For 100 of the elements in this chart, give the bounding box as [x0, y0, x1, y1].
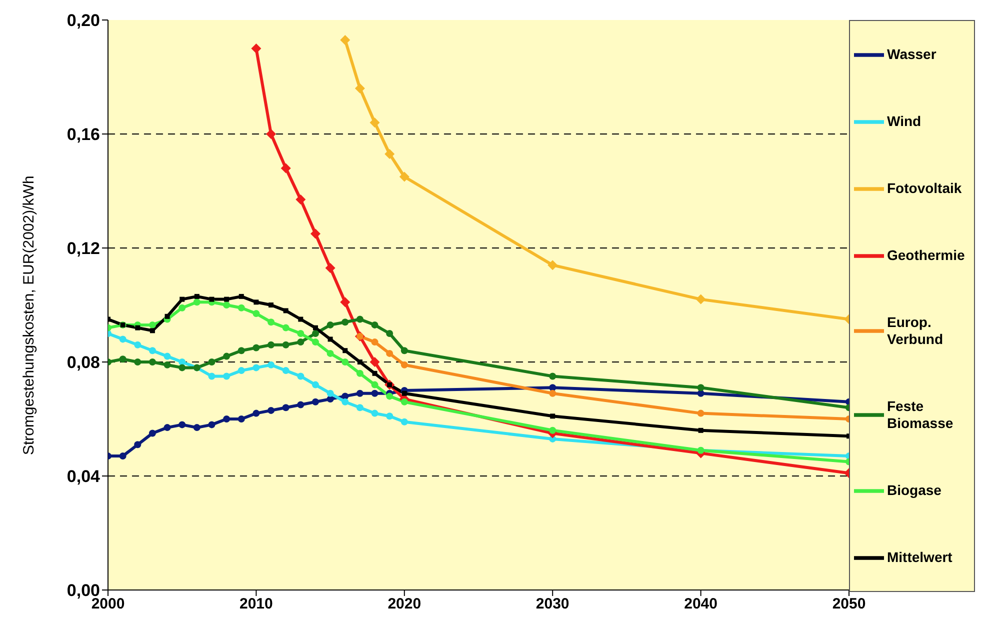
point: [296, 194, 306, 205]
point: [282, 367, 290, 374]
point: [251, 44, 262, 54]
point: [548, 260, 558, 270]
point: [238, 416, 245, 422]
legend-label: Fotovoltaik: [887, 180, 962, 197]
point: [193, 298, 200, 306]
point: [550, 414, 556, 419]
point: [340, 34, 350, 45]
point: [193, 424, 200, 432]
point: [326, 321, 334, 328]
point: [326, 396, 334, 403]
point: [312, 338, 319, 346]
line-series: [108, 294, 849, 439]
point: [402, 390, 407, 396]
point: [356, 390, 364, 397]
point: [252, 410, 260, 417]
point: [400, 347, 408, 354]
point: [326, 390, 334, 397]
point: [386, 392, 394, 400]
y-tick-label: 0,16: [66, 125, 100, 144]
point: [223, 416, 230, 422]
point: [696, 294, 706, 304]
legend-label: Biogase: [887, 482, 942, 499]
point: [399, 172, 410, 182]
point: [134, 358, 142, 366]
point: [148, 321, 156, 328]
point: [252, 364, 260, 372]
point: [325, 262, 336, 273]
point: [208, 358, 216, 366]
legend-label: Wind: [887, 113, 922, 130]
point: [164, 424, 171, 432]
point: [297, 372, 304, 380]
y-axis-title: Stromgestehungskosten, EUR(2002)/kWh: [20, 176, 38, 455]
point: [297, 338, 304, 346]
x-tick-label: 2040: [684, 596, 718, 613]
point: [356, 370, 364, 377]
point: [386, 350, 394, 357]
point: [342, 358, 349, 366]
point: [238, 294, 244, 299]
legend-label: Europ. Verbund: [887, 314, 944, 348]
point: [340, 297, 350, 308]
point: [370, 357, 380, 367]
point: [371, 381, 378, 388]
point: [297, 401, 304, 408]
point: [283, 308, 288, 314]
point: [386, 412, 394, 420]
legend-label: Mittelwert: [887, 549, 952, 566]
legend-label: Wasser: [887, 46, 936, 63]
x-tick-label: 2010: [240, 596, 273, 613]
point: [164, 352, 171, 360]
point: [238, 347, 245, 354]
point: [371, 321, 378, 328]
point: [549, 372, 556, 380]
legend-label: Feste Biomasse: [887, 398, 954, 432]
point: [164, 314, 170, 319]
point: [371, 410, 378, 417]
point: [386, 330, 394, 337]
point: [268, 318, 275, 326]
point: [312, 330, 319, 337]
point: [310, 228, 320, 239]
point: [148, 358, 156, 366]
point: [698, 428, 704, 433]
point: [697, 384, 704, 392]
point: [266, 129, 276, 139]
point: [298, 316, 304, 322]
point: [148, 347, 156, 354]
x-tick-label: 2030: [536, 596, 570, 613]
point: [312, 381, 319, 388]
point: [135, 325, 140, 330]
point: [384, 148, 395, 159]
point: [208, 421, 216, 428]
point: [119, 452, 126, 460]
point: [400, 418, 408, 426]
point: [312, 398, 319, 406]
point: [178, 304, 186, 312]
point: [372, 370, 378, 376]
point: [342, 318, 349, 326]
legend-label: Geothermie: [887, 247, 965, 264]
point: [180, 296, 185, 302]
line-series: [108, 384, 849, 460]
point: [224, 296, 230, 302]
point: [238, 367, 245, 374]
point: [400, 398, 408, 406]
point: [252, 344, 260, 352]
point: [370, 118, 380, 128]
point: [282, 341, 290, 348]
point: [178, 364, 186, 372]
point: [134, 441, 142, 448]
point: [342, 398, 349, 406]
line-series: [108, 316, 849, 412]
point: [150, 328, 155, 334]
point: [208, 372, 216, 380]
point: [252, 310, 260, 318]
point: [354, 83, 365, 94]
point: [549, 426, 556, 434]
point: [282, 324, 290, 332]
point: [356, 316, 364, 323]
point: [119, 356, 126, 363]
y-tick-label: 0,20: [66, 11, 100, 30]
